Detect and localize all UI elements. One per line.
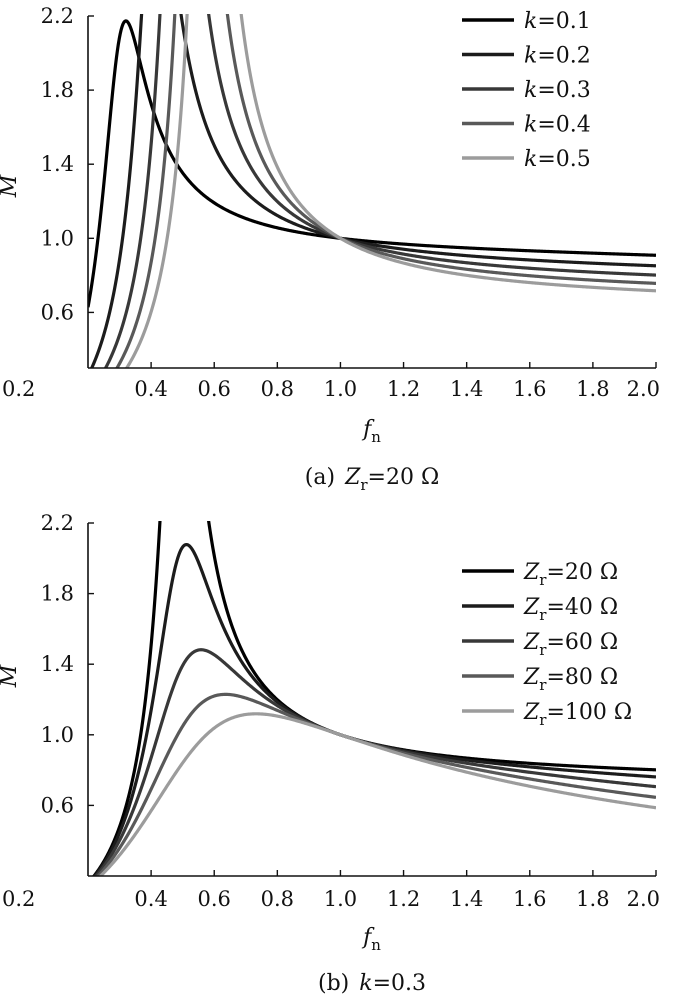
tick-labels-b: 0.2 0.4 0.6 0.8 1.0 1.2 1.4 1.6 1.8 2.0 0.6 1.0 1.4 1… [2, 511, 660, 911]
x-tick-label-b: 1.0 [324, 887, 357, 911]
legend-label-a-1: k=0.1 [524, 9, 591, 34]
legend-label-b-5: Zr=100 Ω [523, 700, 632, 729]
caption-b: (b) k=0.3 [318, 971, 426, 996]
y-tick-label-a: 1.8 [41, 78, 74, 102]
series-line-b-5 [98, 712, 656, 876]
x-tick-label-a: 1.2 [387, 377, 420, 401]
x-tick-label-b: 0.8 [261, 887, 294, 911]
x-tick-label-a: 0.4 [134, 377, 167, 401]
x-tick-label-b: 0.4 [134, 887, 167, 911]
legend-label-b-4: Zr=80 Ω [523, 665, 618, 694]
x-tick-label-a: 1.4 [450, 377, 483, 401]
legend-a: k=0.1 k=0.2 k=0.3 k=0.4 k=0.5 [462, 9, 591, 172]
caption-var-b: k [359, 971, 372, 996]
legend-label-b-2: Zr=40 Ω [523, 595, 618, 624]
tick-labels-a: 0.2 0.4 0.6 0.8 1.0 1.2 1.4 1.6 1.8 2.0 0.6 1.0 1.4 1… [2, 4, 660, 401]
x-tick-label-b: 1.8 [576, 887, 609, 911]
x-tick-label-a: 1.0 [324, 377, 357, 401]
x-tick-label-b: 1.6 [513, 887, 546, 911]
x-tick-label-a: 0.2 [2, 377, 35, 401]
y-tick-label-b: 2.2 [41, 511, 74, 535]
legend-label-a-4: k=0.4 [524, 113, 591, 138]
x-tick-label-b: 2.0 [627, 887, 660, 911]
x-tick-label-a: 0.6 [198, 377, 231, 401]
legend-label-b-3: Zr=60 Ω [523, 630, 618, 659]
x-tick-label-a: 1.6 [513, 377, 546, 401]
x-tick-label-b: 1.2 [387, 887, 420, 911]
legend-b: Zr=20 Ω Zr=40 Ω Zr=60 Ω Zr=80 Ω Zr=100 Ω [462, 560, 632, 729]
x-tick-label-a: 2.0 [627, 377, 660, 401]
y-tick-label-a: 2.2 [41, 4, 74, 28]
caption-rest-a: =20 Ω [368, 465, 440, 490]
caption-label-a: (a) [305, 465, 335, 490]
chart-panel-b: 0.2 0.4 0.6 0.8 1.0 1.2 1.4 1.6 1.8 2.0 0.6 1.0 1.4 1… [0, 511, 660, 996]
series-line-a-1 [88, 19, 656, 308]
y-tick-label-b: 1.8 [41, 582, 74, 606]
y-tick-label-a: 1.4 [41, 152, 74, 176]
caption-var-a: Z [344, 465, 361, 490]
series-line-a-2 [89, 14, 656, 368]
caption-rest-b: =0.3 [373, 971, 426, 996]
x-tick-label-a: 1.8 [576, 377, 609, 401]
y-tick-label-b: 1.4 [41, 652, 74, 676]
y-tick-label-a: 1.0 [41, 226, 74, 250]
caption-label-b: (b) [318, 971, 349, 996]
plot-area-a [88, 14, 656, 368]
x-tick-label-a: 0.8 [261, 377, 294, 401]
axes-a [87, 15, 657, 369]
y-tick-label-b: 1.0 [41, 723, 74, 747]
x-axis-label-a: fn [361, 417, 381, 446]
legend-label-a-2: k=0.2 [524, 44, 591, 69]
y-tick-label-a: 0.6 [41, 300, 74, 324]
legend-label-b-1: Zr=20 Ω [523, 560, 618, 589]
caption-a: (a) Zr=20 Ω [305, 465, 439, 494]
y-axis-label-a: M [0, 174, 22, 198]
plot-area-b [91, 521, 656, 876]
legend-label-a-5: k=0.5 [524, 147, 591, 172]
x-tick-label-b: 0.2 [2, 887, 35, 911]
x-tick-label-b: 1.4 [450, 887, 483, 911]
caption-sub-a: r [360, 476, 368, 494]
series-line-a-5 [124, 14, 656, 368]
x-axis-label-sub-b: n [371, 936, 381, 954]
axes-b [87, 522, 657, 877]
legend-label-a-3: k=0.3 [524, 78, 591, 103]
series-line-a-4 [115, 14, 656, 368]
series-line-a-3 [103, 14, 656, 368]
x-axis-label-sub-a: n [371, 428, 381, 446]
x-axis-label-b: fn [361, 925, 381, 954]
y-axis-label-b: M [0, 664, 22, 688]
chart-panel-a: 0.2 0.4 0.6 0.8 1.0 1.2 1.4 1.6 1.8 2.0 0.6 1.0 1.4 1… [0, 4, 660, 494]
x-tick-label-b: 0.6 [198, 887, 231, 911]
y-tick-label-b: 0.6 [41, 793, 74, 817]
